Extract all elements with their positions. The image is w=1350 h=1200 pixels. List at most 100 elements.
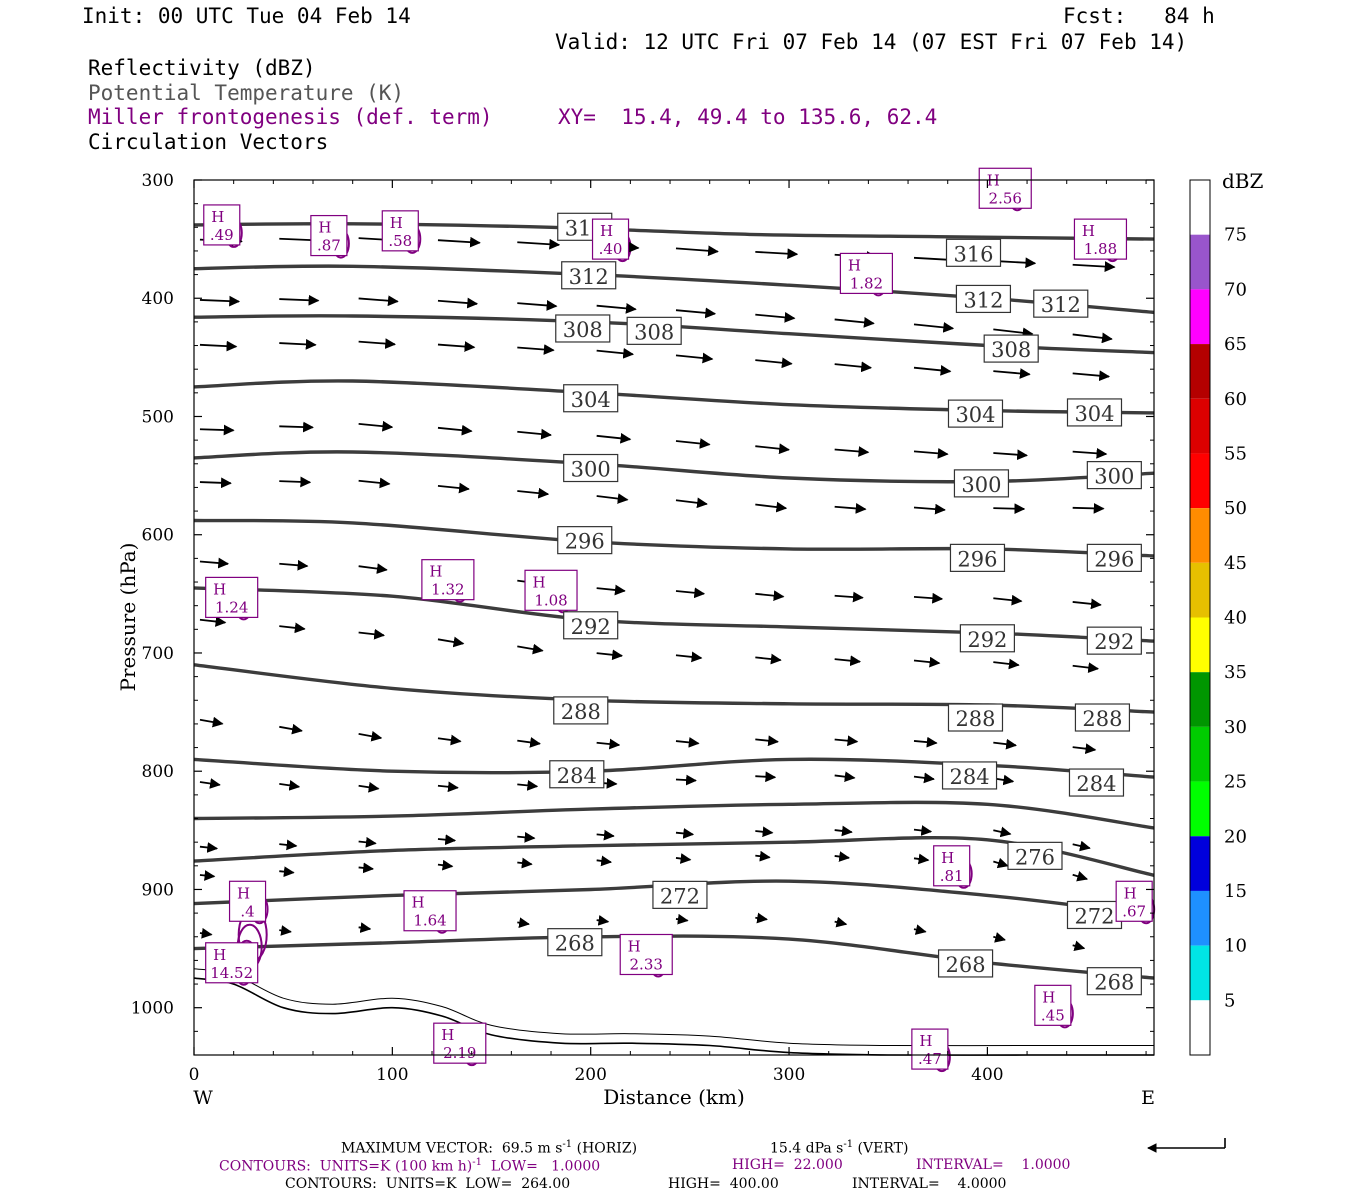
- svg-text:308: 308: [991, 338, 1031, 362]
- circulation-vector: [279, 294, 320, 306]
- frontogenesis-max-h: H: [318, 219, 331, 237]
- circulation-vector: [834, 446, 870, 457]
- circulation-vector: [913, 503, 946, 515]
- frontogenesis-max: H1.64: [403, 890, 457, 932]
- circulation-vector: [358, 922, 372, 933]
- theta-label: 288: [553, 696, 609, 725]
- svg-text:288: 288: [955, 707, 995, 731]
- colorbar-level: 40: [1224, 608, 1247, 629]
- frontogenesis-max-h: H: [213, 580, 226, 598]
- svg-text:272: 272: [660, 884, 700, 908]
- frontogenesis-max-h: H: [211, 208, 224, 226]
- circulation-vector: [279, 839, 298, 851]
- theta-contour-304: [193, 379, 1155, 415]
- circulation-vector: [834, 735, 859, 747]
- field-circulation-vectors: Circulation Vectors: [88, 130, 329, 154]
- circulation-vector: [993, 857, 1009, 869]
- y-tick-label: 1000: [131, 999, 174, 1019]
- theta-label: 296: [949, 543, 1006, 572]
- circulation-vector: [675, 828, 695, 839]
- theta-label: 304: [1066, 398, 1123, 427]
- circulation-vector: [517, 487, 550, 499]
- colorbar-level: 35: [1224, 662, 1247, 683]
- circulation-vector: [913, 364, 952, 376]
- theta-contour-280: [193, 800, 1155, 830]
- svg-text:276: 276: [1015, 845, 1055, 869]
- colorbar-segment: [1190, 781, 1210, 837]
- circulation-vector: [1072, 662, 1100, 673]
- circulation-vector: [596, 303, 637, 314]
- colorbar-segment: [1190, 672, 1210, 727]
- circulation-vector: [279, 780, 301, 791]
- circulation-vector: [675, 853, 692, 864]
- footer-fronto-interval: INTERVAL= 1.0000: [916, 1157, 1071, 1173]
- circulation-vector: [993, 327, 1034, 339]
- svg-text:288: 288: [561, 700, 601, 724]
- theta-label: 300: [953, 469, 1010, 498]
- y-tick-label: 800: [142, 762, 174, 782]
- colorbar-level: 5: [1224, 990, 1235, 1011]
- frontogenesis-max-value: 1.82: [850, 274, 883, 292]
- circulation-vector: [675, 307, 717, 319]
- circulation-vector: [1072, 370, 1111, 382]
- colorbar-segment: [1190, 726, 1210, 782]
- y-tick-label: 600: [142, 526, 174, 546]
- theta-label: 292: [563, 611, 619, 640]
- circulation-vector: [199, 295, 241, 307]
- circulation-vector: [913, 447, 949, 459]
- theta-label: 288: [1074, 703, 1131, 732]
- circulation-vector: [834, 361, 873, 373]
- circulation-vector: [199, 870, 216, 881]
- colorbar-segment: [1190, 890, 1210, 946]
- frontogenesis-max-value: .58: [388, 232, 412, 250]
- svg-text:268: 268: [946, 953, 986, 977]
- frontogenesis-max-h: H: [429, 563, 442, 581]
- theta-label: 272: [652, 880, 708, 909]
- circulation-vector: [596, 829, 615, 841]
- frontogenesis-max: H1.08: [524, 569, 578, 611]
- frontogenesis-max: H.81: [933, 845, 971, 887]
- colorbar-level: 10: [1224, 936, 1247, 957]
- frontogenesis-max-h: H: [532, 573, 545, 591]
- frontogenesis-max: H.49: [203, 204, 241, 246]
- circulation-vector: [913, 825, 933, 836]
- circulation-vector: [437, 636, 465, 648]
- circulation-vector: [437, 482, 470, 494]
- footer-fronto-contours: CONTOURS: UNITS=K (100 km h)-1 LOW= 1.00…: [219, 1157, 601, 1175]
- circulation-vector: [755, 248, 799, 260]
- theta-label: 304: [947, 399, 1004, 428]
- frontogenesis-max-value: 14.52: [210, 964, 253, 982]
- svg-text:284: 284: [557, 764, 597, 788]
- y-tick-label: 700: [142, 644, 174, 664]
- circulation-vector: [913, 853, 930, 865]
- colorbar-segment: [1190, 836, 1210, 891]
- y-tick-label: 400: [142, 289, 174, 309]
- circulation-vector: [199, 842, 219, 853]
- frontogenesis-max-value: 1.08: [534, 591, 567, 609]
- circulation-vector: [279, 723, 303, 735]
- circulation-vector: [437, 236, 481, 248]
- theta-label: 296: [557, 526, 613, 555]
- frontogenesis-max-h: H: [1042, 988, 1055, 1006]
- svg-text:292: 292: [967, 628, 1007, 652]
- colorbar-label: dBZ: [1222, 169, 1264, 193]
- circulation-vector: [993, 503, 1026, 515]
- circulation-vector: [279, 421, 314, 433]
- svg-text:288: 288: [1082, 707, 1122, 731]
- frontogenesis-max: H.45: [1034, 984, 1072, 1026]
- circulation-vector: [437, 781, 459, 793]
- circulation-vector: [596, 347, 635, 359]
- circulation-vector: [199, 716, 224, 728]
- circulation-vector: [675, 651, 703, 663]
- circulation-vector: [358, 295, 399, 307]
- circulation-vector: [993, 738, 1017, 750]
- theta-label: 296: [1086, 543, 1142, 572]
- circulation-vector: [755, 653, 782, 665]
- svg-text:284: 284: [949, 765, 989, 789]
- colorbar-segment: [1190, 344, 1210, 399]
- colorbar-segment: [1190, 562, 1210, 618]
- y-tick-label: 300: [142, 171, 174, 191]
- frontogenesis-max: H.47: [911, 1028, 949, 1070]
- circulation-vector: [437, 341, 476, 352]
- circulation-vector: [834, 503, 867, 514]
